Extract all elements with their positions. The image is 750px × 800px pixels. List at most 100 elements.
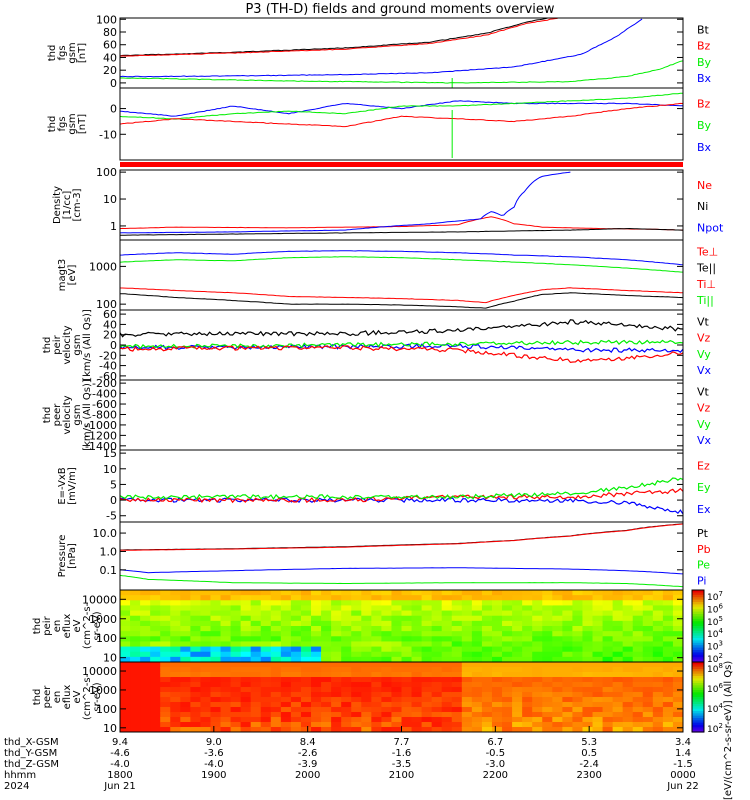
heatmap-cell <box>120 727 131 732</box>
heatmap-cell <box>280 626 292 632</box>
heatmap-cell <box>572 697 584 703</box>
heatmap-cell <box>481 712 493 718</box>
heatmap-cell <box>280 590 292 596</box>
colorbar-cell <box>692 704 704 707</box>
heatmap-cell <box>491 610 503 617</box>
heatmap-cell <box>522 631 533 637</box>
colorbar-cell <box>692 680 704 684</box>
heatmap-cell <box>130 615 141 622</box>
heatmap-cell <box>220 620 232 627</box>
heatmap-cell <box>311 656 322 662</box>
heatmap-cell <box>622 692 634 698</box>
heatmap-cell <box>391 682 403 688</box>
heatmap-cell <box>672 651 683 658</box>
colorbar-cell <box>692 635 704 639</box>
heatmap-cell <box>300 641 312 648</box>
heatmap-cell <box>451 620 463 627</box>
heatmap-cell <box>572 667 584 673</box>
heatmap-cell <box>210 707 222 713</box>
heatmap-cell <box>170 662 181 668</box>
heatmap-cell <box>421 667 433 673</box>
heatmap-cell <box>451 615 463 622</box>
heatmap-cell <box>150 702 161 708</box>
heatmap-cell <box>300 615 312 622</box>
heatmap-cell <box>331 677 342 683</box>
heatmap-cell <box>391 672 403 678</box>
heatmap-cell <box>522 600 533 607</box>
heatmap-cell <box>662 707 674 713</box>
heatmap-cell <box>290 641 302 648</box>
heatmap-cell <box>150 590 161 596</box>
heatmap-cell <box>672 707 683 713</box>
y-axis-label: thd <box>32 689 43 706</box>
heatmap-cell <box>411 600 423 607</box>
heatmap-cell <box>662 717 674 723</box>
heatmap-cell <box>612 727 624 732</box>
heatmap-cell <box>592 636 604 643</box>
heatmap-cell <box>562 667 574 673</box>
heatmap-cell <box>491 662 503 668</box>
heatmap-cell <box>431 646 443 653</box>
heatmap-cell <box>280 631 292 637</box>
heatmap-cell <box>391 727 403 732</box>
heatmap-cell <box>672 717 683 723</box>
heatmap-cell <box>250 626 262 632</box>
y-axis-label: thd <box>47 45 58 62</box>
heatmap-cell <box>421 677 433 683</box>
heatmap-cell <box>522 677 533 683</box>
heatmap-cell <box>592 620 604 627</box>
heatmap-cell <box>180 707 191 713</box>
heatmap-cell <box>170 646 181 653</box>
heatmap-cell <box>461 615 473 622</box>
colorbar-cell <box>692 678 704 682</box>
heatmap-cell <box>441 610 453 617</box>
y-axis-label: peer <box>52 403 63 427</box>
heatmap-cell <box>210 677 222 683</box>
heatmap-cell <box>190 667 202 673</box>
heatmap-cell <box>230 595 242 601</box>
heatmap-cell <box>481 631 493 637</box>
heatmap-cell <box>451 641 463 648</box>
colorbar-tick-exponent: 4 <box>718 627 723 635</box>
heatmap-cell <box>331 641 342 648</box>
heatmap-cell <box>391 662 403 668</box>
heatmap-cell <box>220 636 232 643</box>
heatmap-cell <box>190 595 202 601</box>
heatmap-cell <box>280 610 292 617</box>
heatmap-cell <box>260 662 272 668</box>
heatmap-cell <box>652 667 664 673</box>
heatmap-cell <box>180 620 191 627</box>
heatmap-cell <box>280 615 292 622</box>
heatmap-cell <box>552 712 563 718</box>
heatmap-cell <box>652 697 664 703</box>
colorbar-cell <box>692 611 704 615</box>
heatmap-cell <box>371 600 382 607</box>
heatmap-cell <box>411 595 423 601</box>
heatmap-cell <box>642 687 654 693</box>
heatmap-cell <box>592 692 604 698</box>
colorbar-cell <box>692 694 704 698</box>
heatmap-cell <box>391 722 403 728</box>
heatmap-cell <box>642 677 654 683</box>
heatmap-cell <box>431 692 443 698</box>
heatmap-cell <box>120 697 131 703</box>
heatmap-cell <box>451 692 463 698</box>
heatmap-cell <box>150 636 161 643</box>
heatmap-cell <box>542 615 553 622</box>
heatmap-cell <box>522 717 533 723</box>
heatmap-cell <box>300 636 312 643</box>
heatmap-cell <box>441 636 453 643</box>
heatmap-cell <box>140 692 151 698</box>
heatmap-cell <box>481 682 493 688</box>
x-tick-label: 2300 <box>576 770 601 781</box>
y-tick-label: -20 <box>99 349 117 362</box>
colorbar-cell <box>692 640 704 644</box>
heatmap-cell <box>532 651 543 658</box>
heatmap-cell <box>321 677 332 683</box>
heatmap-cell <box>200 677 212 683</box>
heatmap-cell <box>130 595 141 601</box>
heatmap-cell <box>421 702 433 708</box>
heatmap-cell <box>592 682 604 688</box>
heatmap-cell <box>341 702 352 708</box>
